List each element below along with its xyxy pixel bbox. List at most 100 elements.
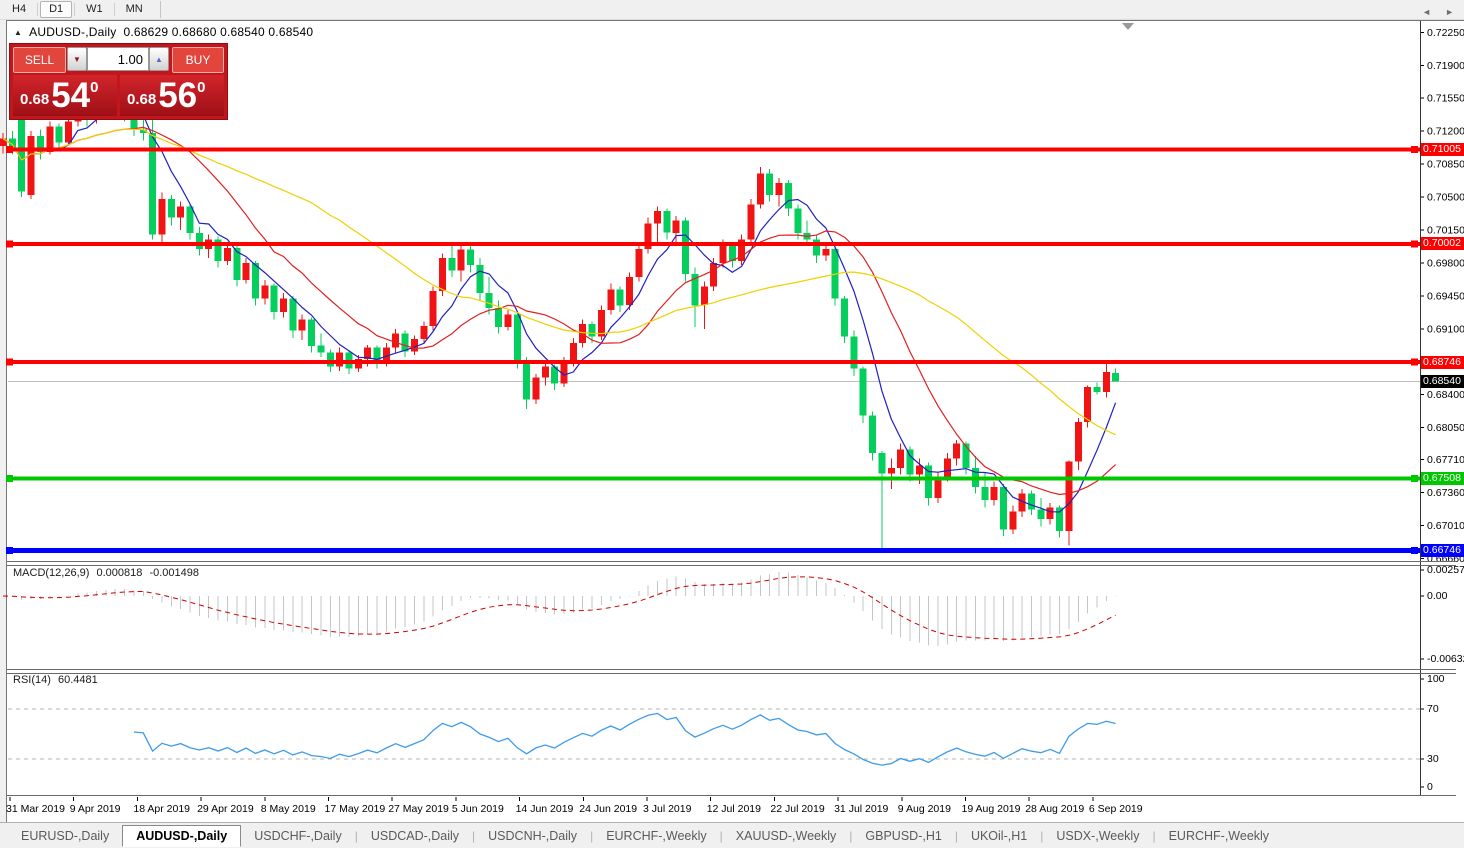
- tab-usdcad-daily[interactable]: USDCAD-,Daily: [370, 828, 460, 843]
- candle-body: [597, 310, 605, 337]
- candle-body: [710, 262, 718, 287]
- tab-gbpusd-h1[interactable]: GBPUSD-,H1: [865, 828, 942, 843]
- timeframe-button-mn[interactable]: MN: [125, 3, 143, 15]
- rsi-line: [133, 712, 1116, 766]
- candle-body: [607, 289, 615, 310]
- timeframe-button-h4[interactable]: H4: [12, 3, 27, 15]
- candle-body: [223, 247, 231, 262]
- bid-prefix: 0.68: [20, 91, 50, 108]
- chart-tabs-bar: EURUSD-,Daily AUDUSD-,Daily USDCHF-,Daily |…: [0, 822, 1464, 848]
- tab-eurchf-weekly[interactable]: EURCHF-,Weekly: [606, 828, 707, 843]
- support-line-0.67508-axis-label: 0.67508: [1421, 472, 1464, 485]
- tab-ukoil-h1[interactable]: UKOil-,H1: [970, 828, 1028, 843]
- macd-pane: [2, 572, 1117, 646]
- candle-body: [65, 121, 72, 143]
- candle-body: [869, 415, 876, 453]
- tab-separator: |: [1152, 828, 1156, 843]
- buy-button[interactable]: BUY: [172, 47, 224, 73]
- chart-window[interactable]: [6, 20, 1464, 823]
- prev-tab-button[interactable]: ◄: [1422, 7, 1432, 17]
- candle-body: [999, 486, 1007, 530]
- tab-eurchf-weekly[interactable]: EURCHF-,Weekly: [1168, 828, 1270, 843]
- candle-body: [934, 477, 942, 499]
- candle-body: [943, 458, 951, 478]
- support-line-0.67508-left-marker: [6, 475, 13, 483]
- date-label: 12 Jul 2019: [707, 803, 761, 815]
- candle-body: [897, 449, 905, 469]
- bid-digits: 54: [51, 76, 91, 115]
- candle-body: [962, 443, 970, 469]
- candle-body: [906, 449, 914, 475]
- candle-body: [251, 262, 259, 299]
- candle-body: [728, 244, 736, 261]
- date-label: 6 Sep 2019: [1089, 803, 1143, 815]
- candle-body: [382, 347, 390, 363]
- slow-ma: [2, 128, 1116, 436]
- candle-body: [55, 126, 63, 143]
- macd-indicator-label: MACD(12,26,9) 0.000818 -0.001498: [13, 567, 203, 579]
- date-label: 27 May 2019: [388, 803, 449, 815]
- candle-body: [1056, 507, 1063, 532]
- price-tick-label: 0.67710: [1427, 454, 1464, 466]
- date-label: 24 Jun 2019: [579, 803, 637, 815]
- candle-body: [981, 486, 989, 501]
- horizontal-lines: [6, 146, 1420, 554]
- timeframe-button-w1[interactable]: W1: [86, 3, 103, 15]
- date-label: 19 Aug 2019: [962, 803, 1021, 815]
- resistance-line-0.71005-right-marker: [1411, 146, 1418, 153]
- candle-body: [280, 298, 287, 312]
- volume-increase-button[interactable]: ▲: [149, 47, 169, 71]
- price-tick-label: 0.71900: [1427, 60, 1464, 72]
- tab-audusd-daily[interactable]: AUDUSD-,Daily: [122, 824, 242, 847]
- toolbar-separator: [113, 3, 115, 16]
- resistance-line-0.71005-left-marker: [6, 146, 13, 153]
- resistance-line-0.70002-axis-label: 0.70002: [1421, 237, 1464, 250]
- candle-body: [504, 314, 512, 327]
- date-label: 17 May 2019: [325, 803, 386, 815]
- ask-price-panel[interactable]: 0.68 56 0: [120, 75, 224, 116]
- candle-body: [1046, 507, 1054, 519]
- timeframe-button-d1[interactable]: D1: [40, 1, 73, 18]
- candle-body: [588, 324, 596, 337]
- sell-button[interactable]: SELL: [13, 47, 66, 73]
- tab-usdcnh-daily[interactable]: USDCNH-,Daily: [488, 828, 578, 843]
- candle-body: [261, 285, 269, 299]
- collapse-panel-icon[interactable]: ▲: [14, 28, 23, 37]
- date-label: 29 Apr 2019: [197, 803, 254, 815]
- candle-body: [392, 333, 400, 348]
- next-tab-button[interactable]: ►: [1445, 7, 1454, 17]
- candle-body: [457, 249, 465, 271]
- candle-body: [616, 289, 624, 306]
- rsi-indicator-label: RSI(14) 60.4481: [13, 674, 102, 686]
- rsi-name: RSI(14): [13, 674, 51, 686]
- candle-body: [1009, 511, 1017, 530]
- chart-title: ▲ AUDUSD-,Daily 0.68629 0.68680 0.68540 0…: [14, 25, 313, 39]
- tab-separator: |: [354, 828, 358, 843]
- candle-body: [878, 453, 886, 474]
- moving-averages: [2, 108, 1117, 513]
- tab-xauusd-weekly[interactable]: XAUUSD-,Weekly: [735, 828, 837, 843]
- candle-body: [1037, 509, 1045, 519]
- candle-body: [1093, 387, 1101, 392]
- candle-body: [719, 244, 727, 263]
- candle-body: [953, 443, 961, 459]
- price-tick-label: 0.71200: [1427, 126, 1464, 138]
- candle-body: [738, 239, 746, 261]
- tab-separator: |: [590, 828, 594, 843]
- bid-price-panel[interactable]: 0.68 54 0: [13, 75, 117, 116]
- date-label: 3 Jul 2019: [643, 803, 692, 815]
- tab-separator: |: [954, 828, 958, 843]
- candle-body: [700, 286, 708, 306]
- volume-decrease-button[interactable]: ▼: [67, 47, 87, 71]
- bid-pip: 0: [90, 79, 99, 96]
- candle-body: [756, 173, 764, 205]
- tab-eurusd-daily[interactable]: EURUSD-,Daily: [21, 828, 110, 843]
- resistance-line-0.71005-axis-label: 0.71005: [1421, 143, 1464, 156]
- timeframe-toolbar: H4 D1 W1 MN: [0, 0, 1464, 20]
- tab-usdchf-daily[interactable]: USDCHF-,Daily: [254, 828, 342, 843]
- price-tick-label: 0.69100: [1427, 323, 1464, 335]
- candle-body: [476, 264, 484, 293]
- tab-usdx-weekly[interactable]: USDX-,Weekly: [1056, 828, 1140, 843]
- volume-input[interactable]: [87, 47, 149, 71]
